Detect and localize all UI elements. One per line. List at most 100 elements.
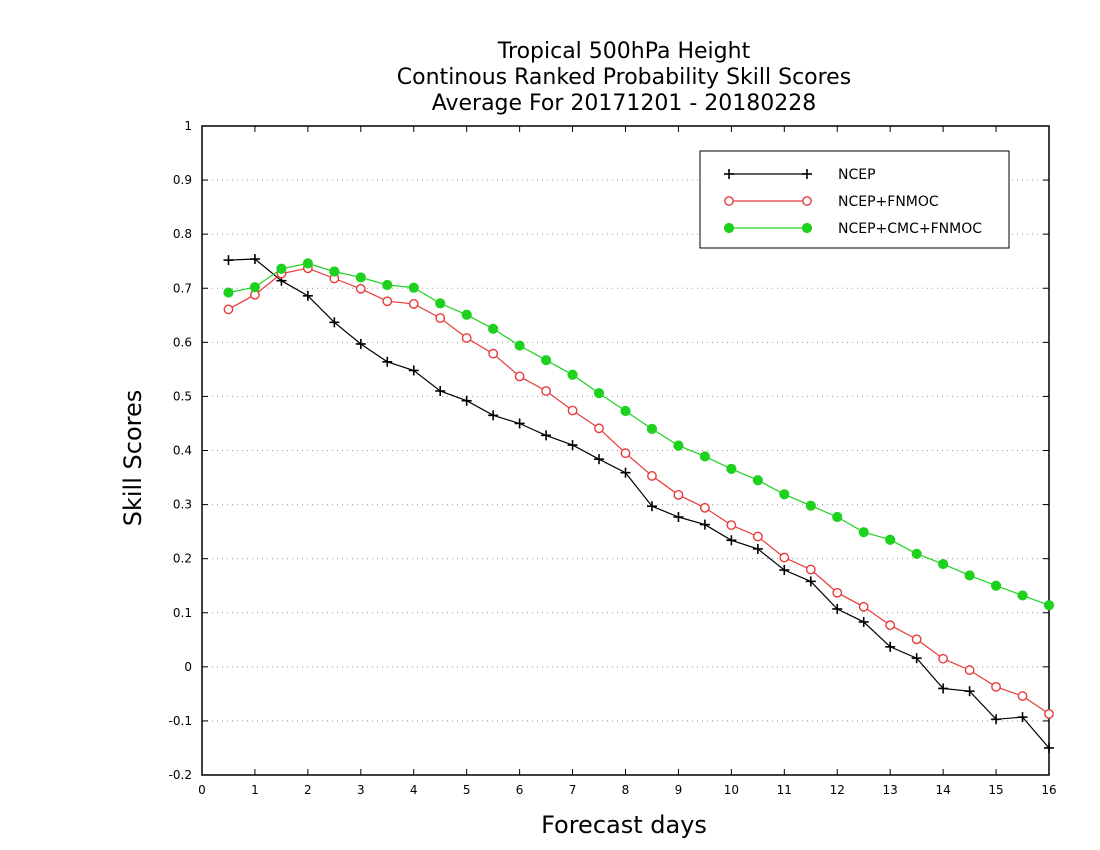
data-point (302, 258, 313, 269)
data-point (938, 683, 949, 694)
y-tick-label: 0.9 (173, 173, 192, 187)
data-point (858, 527, 869, 538)
data-point (594, 423, 604, 434)
data-point (620, 467, 631, 478)
y-tick-label: 0.8 (173, 227, 192, 241)
series-line-ncep-cmc-fnmoc (228, 262, 1050, 606)
series-line-ncep (228, 258, 1050, 749)
data-point (567, 405, 578, 416)
data-point (779, 565, 790, 576)
x-tick-label: 14 (935, 783, 950, 797)
legend-entry-ncep-fnmoc: NCEP+FNMOC (724, 194, 939, 210)
data-point (435, 386, 446, 397)
data-point (461, 309, 472, 320)
data-point (991, 681, 1001, 692)
data-point (805, 576, 816, 587)
data-point (964, 570, 975, 581)
data-point (223, 287, 234, 298)
legend-entry-ncep-cmc-fnmoc: NCEP+CMC+FNMOC (723, 221, 982, 237)
data-point (488, 323, 499, 334)
data-point (1044, 708, 1054, 719)
x-tick-label: 9 (675, 783, 683, 797)
data-point (726, 535, 737, 546)
data-point (249, 254, 260, 265)
data-point (1017, 712, 1028, 723)
y-tick-label: 0 (184, 660, 192, 674)
data-point (647, 471, 657, 481)
data-point (805, 500, 816, 511)
data-point (593, 388, 605, 399)
y-tick-label: 0.7 (173, 281, 192, 295)
data-point (964, 665, 975, 675)
y-tick-label: -0.1 (169, 714, 192, 728)
data-point (355, 338, 366, 349)
data-point (726, 463, 737, 474)
data-point (488, 348, 499, 359)
series-layer (223, 254, 1055, 753)
x-tick-label: 15 (988, 783, 1003, 797)
data-point (990, 580, 1002, 591)
data-point (223, 255, 234, 266)
data-point (435, 313, 446, 323)
data-point (408, 365, 419, 376)
data-point (885, 534, 896, 545)
data-point (752, 531, 763, 542)
data-point (382, 279, 393, 291)
title-line-3: Average For 20171201 - 20180228 (432, 91, 817, 116)
data-point (911, 548, 922, 559)
data-point (355, 272, 366, 283)
data-point (700, 502, 710, 513)
data-point (541, 430, 552, 441)
data-point (276, 263, 287, 274)
data-point (540, 355, 552, 366)
title-line-2: Continous Ranked Probability Skill Score… (397, 65, 851, 90)
data-point (858, 616, 869, 627)
series-ncep (223, 254, 1054, 753)
y-tick-label: 0.6 (173, 335, 192, 349)
x-tick-label: 3 (357, 783, 365, 797)
data-point (302, 290, 313, 301)
data-point (832, 511, 843, 523)
data-point (594, 454, 605, 465)
data-point (858, 601, 869, 612)
x-tick-label: 4 (410, 783, 418, 797)
x-tick-label: 7 (569, 783, 577, 797)
x-tick-label: 10 (724, 783, 739, 797)
data-point (541, 386, 551, 396)
data-point (514, 418, 525, 429)
data-point (382, 356, 393, 367)
x-tick-label: 1 (251, 783, 259, 797)
data-point (646, 423, 658, 434)
data-point (779, 552, 790, 563)
data-point (514, 371, 525, 382)
legend-marker (724, 196, 734, 206)
data-point (329, 266, 340, 277)
data-point (382, 296, 393, 307)
series-line-ncep-fnmoc (228, 267, 1050, 715)
y-tick-label: 0.1 (173, 606, 192, 620)
legend-entry-ncep: NCEP (724, 167, 876, 183)
data-point (461, 333, 472, 343)
y-tick-label: 1 (184, 119, 192, 133)
data-point (329, 317, 340, 328)
data-point (832, 603, 843, 614)
data-point (408, 299, 419, 309)
data-point (805, 564, 816, 575)
data-point (752, 543, 763, 554)
axes: -0.2-0.100.10.20.30.40.50.60.70.80.910 1 2… (169, 119, 1057, 797)
x-tick-label: 5 (463, 783, 471, 797)
y-axis-title: Skill Scores (119, 390, 147, 527)
legend-label: NCEP+FNMOC (838, 194, 939, 210)
data-point (885, 641, 896, 652)
data-point (1017, 590, 1028, 601)
data-point (249, 282, 261, 293)
data-point (673, 512, 684, 523)
y-tick-label: -0.2 (169, 768, 192, 782)
data-point (1043, 600, 1055, 611)
data-point (673, 440, 684, 451)
data-point (461, 395, 472, 406)
y-tick-label: 0.2 (173, 552, 192, 566)
data-point (726, 520, 737, 531)
legend-marker (802, 196, 812, 206)
